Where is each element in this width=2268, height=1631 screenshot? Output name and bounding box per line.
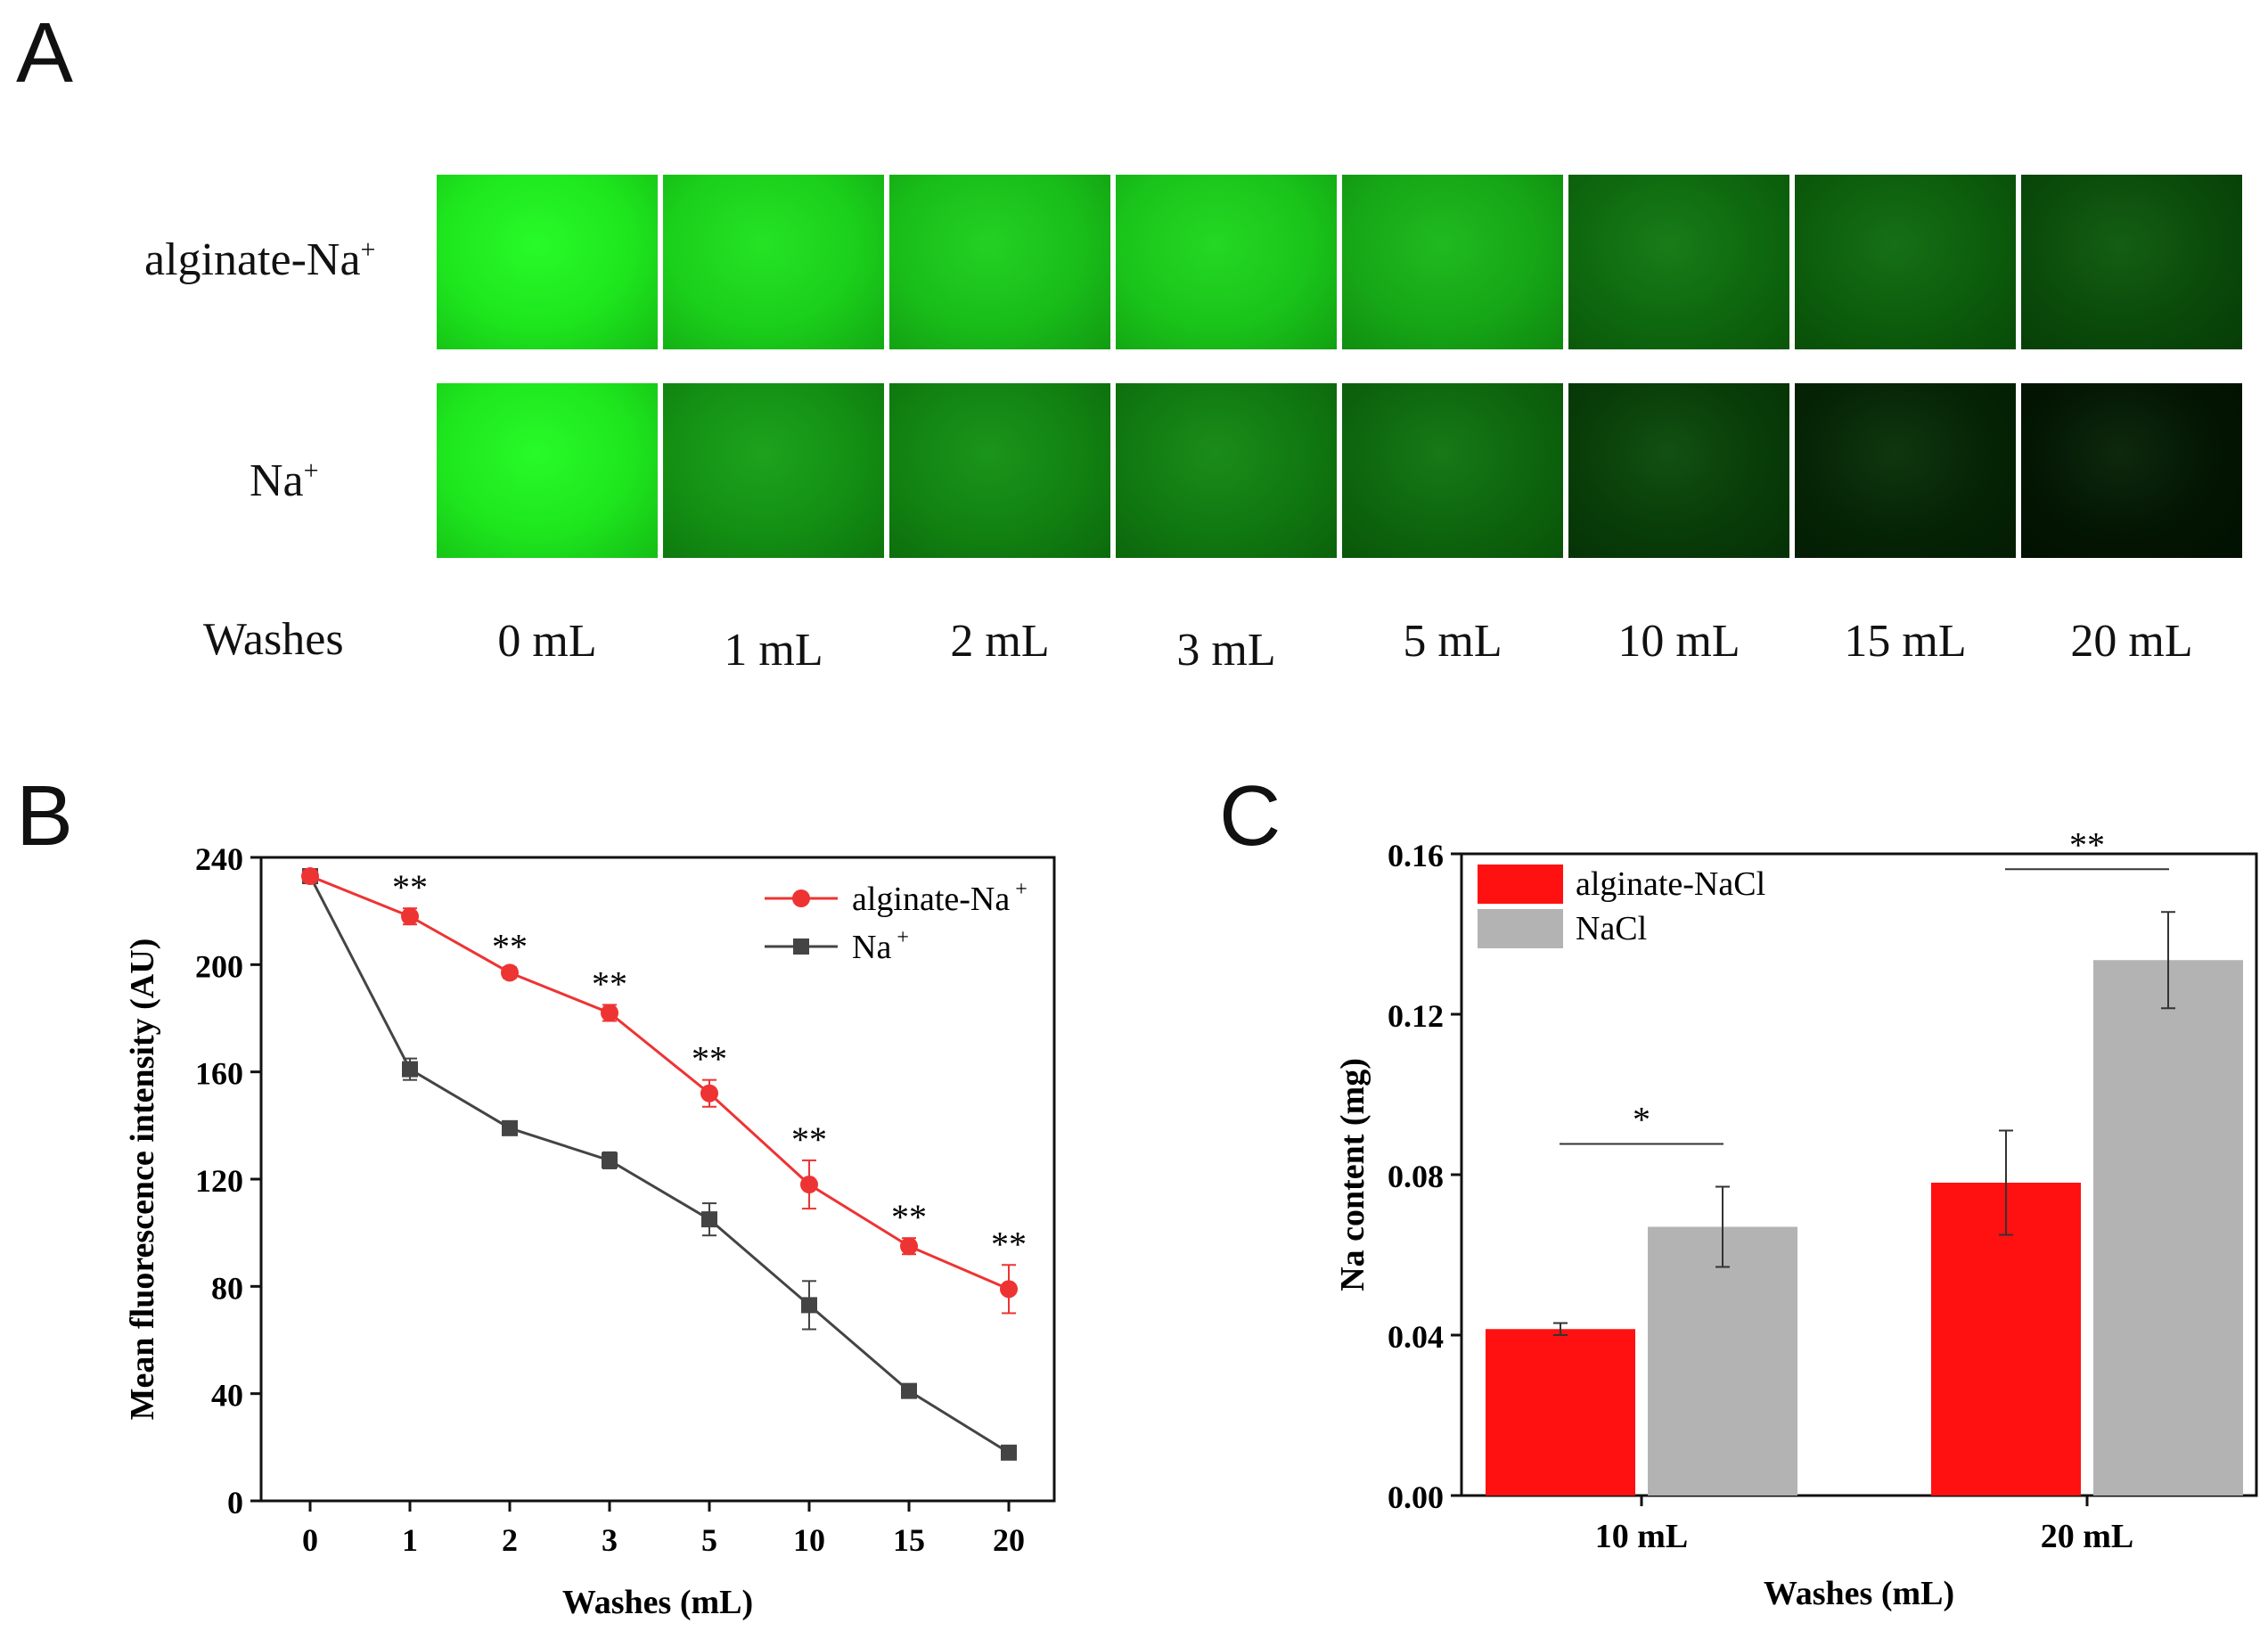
fluorescence-tile-alginate-0: [437, 175, 658, 349]
series-line-alginate-na: [309, 874, 1010, 1291]
fluorescence-tile-na-2: [889, 383, 1110, 558]
x-tick-label: 20 mL: [2041, 1518, 2134, 1555]
bar-alginate-nacl: [1486, 1329, 1635, 1496]
y-tick-label: 40: [211, 1378, 243, 1414]
wash-column-label: 3 mL: [1176, 625, 1276, 676]
legend-swatch: [1478, 909, 1563, 948]
significance-mark: **: [492, 926, 528, 966]
x-tick-label: 10: [793, 1522, 825, 1558]
y-tick-label: 0.12: [1388, 998, 1444, 1034]
x-tick-label: 2: [502, 1522, 518, 1558]
x-tick-label: 5: [701, 1522, 717, 1558]
fluorescence-tile-alginate-3: [1116, 175, 1337, 349]
wash-column-label: 0 mL: [497, 616, 597, 667]
fluorescence-tile-na-7: [2021, 383, 2242, 558]
legend-marker: [792, 889, 810, 907]
fluorescence-tile-na-4: [1342, 383, 1563, 558]
bar-nacl: [1648, 1226, 1797, 1496]
data-point-na: [1001, 1444, 1017, 1461]
x-tick-label: 15: [893, 1522, 925, 1558]
y-tick-label: 0: [227, 1485, 243, 1520]
y-tick-label: 120: [195, 1163, 243, 1199]
data-point-na: [901, 1382, 917, 1399]
y-tick-label: 0.00: [1388, 1479, 1444, 1515]
x-tick-label: 3: [602, 1522, 618, 1558]
data-point-na: [801, 1297, 817, 1314]
data-point-alginate-na: [800, 1176, 818, 1194]
y-tick-label: 160: [195, 1056, 243, 1092]
chart-c-na-content-bar: 0.00 0.04 0.08 0.12 0.16 10 mL * 20 mL ** Washes …: [1334, 824, 2258, 1612]
wash-column-label: 2 mL: [950, 616, 1050, 667]
legend-swatch: [1478, 865, 1563, 904]
fluorescence-tile-na-5: [1568, 383, 1789, 558]
legend-marker: [793, 938, 809, 955]
y-tick-label: 200: [195, 948, 243, 984]
panel-b-letter: B: [16, 768, 74, 864]
legend-label-alginate-na: alginate-Na +: [852, 878, 1028, 918]
fluorescence-tile-na-3: [1116, 383, 1337, 558]
data-point-na: [402, 1061, 418, 1078]
x-tick-label: 1: [402, 1522, 418, 1558]
fluorescence-tile-na-0: [437, 383, 658, 558]
panel-a-letter: A: [16, 5, 74, 101]
row-label-alginate: alginate-Na+: [144, 234, 376, 285]
y-tick-label: 240: [195, 841, 243, 877]
y-tick-label: 0.08: [1388, 1159, 1444, 1194]
significance-mark: **: [692, 1039, 727, 1079]
fluorescence-tile-alginate-6: [1795, 175, 2016, 349]
data-point-alginate-na: [1000, 1280, 1018, 1299]
fluorescence-tile-alginate-2: [889, 175, 1110, 349]
significance-mark: **: [592, 963, 627, 1004]
wash-column-label: 10 mL: [1617, 616, 1740, 667]
significance-mark: **: [392, 867, 428, 907]
y-axis-label: Mean fluorescence intensity (AU): [124, 938, 161, 1421]
data-point-alginate-na: [900, 1237, 918, 1256]
x-tick-label: 20: [993, 1522, 1025, 1558]
wash-column-label: 20 mL: [2070, 616, 2193, 667]
legend-label-na: Na +: [852, 926, 909, 966]
wash-column-label: 5 mL: [1403, 616, 1502, 667]
x-tick-label: 0: [302, 1522, 318, 1558]
chart-b-frame: [259, 856, 1056, 1503]
fluorescence-tile-alginate-1: [663, 175, 884, 349]
panel-c-letter: C: [1219, 768, 1281, 864]
y-tick-label: 0.04: [1388, 1319, 1444, 1355]
legend-label-nacl: NaCl: [1576, 910, 1647, 947]
data-point-alginate-na: [601, 1004, 618, 1022]
y-axis-label: Na content (mg): [1334, 1058, 1371, 1291]
washes-label: Washes: [203, 614, 344, 665]
fluorescence-tile-alginate-4: [1342, 175, 1563, 349]
data-point-alginate-na: [700, 1084, 718, 1102]
x-axis-label: Washes (mL): [1764, 1575, 1954, 1612]
significance-mark: **: [991, 1224, 1027, 1264]
significance-mark: *: [1633, 1100, 1650, 1140]
data-point-na: [602, 1152, 618, 1168]
data-point-alginate-na: [401, 907, 419, 926]
data-point-alginate-na: [501, 963, 519, 982]
wash-column-label: 15 mL: [1844, 616, 1967, 667]
y-tick-label: 0.16: [1388, 838, 1444, 873]
bar-nacl: [2093, 960, 2243, 1496]
wash-column-label: 1 mL: [724, 625, 823, 676]
fluorescence-tile-na-6: [1795, 383, 2016, 558]
y-tick-label: 80: [211, 1270, 243, 1306]
data-point-na: [502, 1119, 518, 1136]
data-point-na: [701, 1211, 717, 1228]
x-axis-label: Washes (mL): [562, 1584, 753, 1621]
significance-mark: **: [791, 1119, 827, 1160]
x-tick-label: 10 mL: [1595, 1518, 1689, 1555]
row-label-na: Na+: [250, 455, 319, 506]
legend-label-alginate-nacl: alginate-NaCl: [1576, 865, 1765, 903]
significance-mark: **: [2069, 824, 2105, 865]
series-line-na: [308, 875, 1010, 1455]
significance-mark: **: [891, 1197, 927, 1237]
chart-b-fluorescence-line: 0 40 80 120 160 200 240 0 1 2 3 5 10 15 20 Washes (mL) M…: [124, 841, 1056, 1621]
fluorescence-tile-alginate-7: [2021, 175, 2242, 349]
fluorescence-tile-na-1: [663, 383, 884, 558]
data-point-alginate-na: [301, 867, 319, 886]
fluorescence-tile-alginate-5: [1568, 175, 1789, 349]
